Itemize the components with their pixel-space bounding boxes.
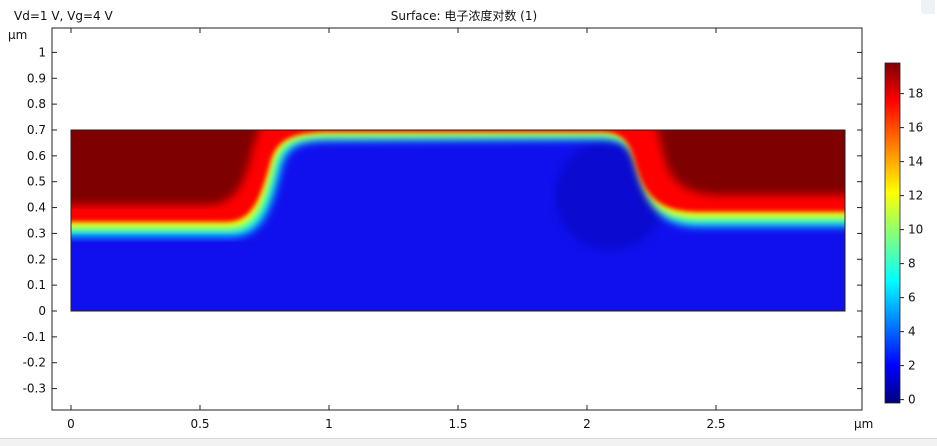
- y-tick-label: 0.3: [27, 226, 46, 240]
- y-unit-label: μm: [8, 28, 27, 42]
- y-tick-label: -0.3: [23, 382, 46, 396]
- x-tick-label: 1: [325, 417, 333, 431]
- colorbar-tick-label: 14: [908, 155, 923, 169]
- colorbar-gradient: [884, 62, 901, 404]
- y-tick-label: 0.8: [27, 97, 46, 111]
- x-axis-ticks: 0 0.5 1 1.5 2 2.5: [67, 28, 726, 431]
- colorbar-tick-label: 18: [908, 87, 923, 101]
- y-tick-label: 0.9: [27, 71, 46, 85]
- x-tick-label: 2.5: [706, 417, 725, 431]
- y-tick-label: 0.2: [27, 252, 46, 266]
- condition-label: Vd=1 V, Vg=4 V: [14, 9, 113, 23]
- y-tick-label: 0.1: [27, 278, 46, 292]
- colorbar-tick-label: 4: [908, 325, 916, 339]
- y-tick-label: -0.2: [23, 356, 46, 370]
- colorbar-tick-label: 6: [908, 291, 916, 305]
- x-tick-label: 0.5: [190, 417, 209, 431]
- colorbar-tick-label: 10: [908, 223, 923, 237]
- x-unit-label: μm: [854, 417, 873, 431]
- y-tick-label: 0: [38, 304, 46, 318]
- y-tick-label: 0.7: [27, 123, 46, 137]
- colorbar-tick-label: 0: [908, 393, 916, 407]
- x-tick-label: 1.5: [448, 417, 467, 431]
- heatmap-surface: [70, 129, 846, 312]
- x-tick-label: 2: [583, 417, 591, 431]
- window-corner-handle[interactable]: [921, 0, 935, 14]
- colorbar-tick-label: 8: [908, 257, 916, 271]
- y-axis-ticks: 1 0.9 0.8 0.7 0.6 0.5 0.4 0.3 0.2 0.1 0 -0.1 -0.2 -0.…: [23, 45, 862, 396]
- x-tick-label: 0: [67, 417, 75, 431]
- y-tick-label: 0.6: [27, 149, 46, 163]
- bottom-status-strip: [0, 438, 937, 446]
- colorbar-tick-label: 16: [908, 121, 923, 135]
- colorbar-tick-label: 2: [908, 359, 916, 373]
- y-tick-label: 0.5: [27, 175, 46, 189]
- y-tick-label: 1: [38, 45, 46, 59]
- colorbar: 18 16 14 12 10 8 6 4 2 0: [884, 62, 923, 407]
- colorbar-tick-label: 12: [908, 189, 923, 203]
- y-tick-label: -0.1: [23, 330, 46, 344]
- plot-title: Surface: 电子浓度对数 (1): [391, 8, 537, 23]
- colorbar-ticks: 18 16 14 12 10 8 6 4 2 0: [900, 87, 923, 407]
- domain-outline: [70, 129, 846, 312]
- y-tick-label: 0.4: [27, 201, 46, 215]
